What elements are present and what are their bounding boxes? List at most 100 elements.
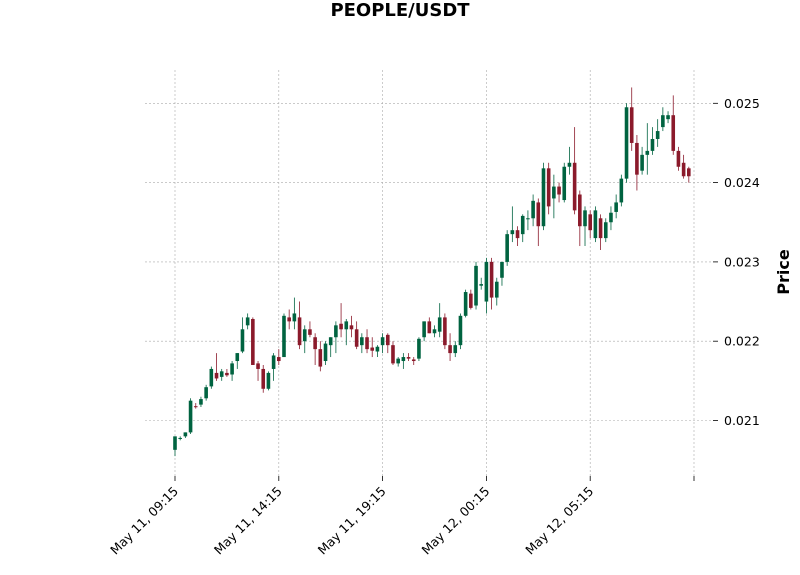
- candle-body: [588, 214, 592, 231]
- candle-body: [552, 186, 556, 199]
- candle-body: [557, 186, 561, 195]
- candle-body: [463, 292, 468, 316]
- candle: [624, 103, 629, 183]
- candle: [432, 325, 437, 338]
- candle: [230, 361, 234, 381]
- candle-body: [302, 329, 307, 342]
- candle-body: [681, 162, 686, 177]
- candle-body: [396, 358, 400, 364]
- candle: [546, 162, 551, 215]
- candle: [173, 436, 177, 457]
- candle: [489, 257, 494, 310]
- candle: [240, 317, 245, 354]
- candle: [277, 349, 281, 365]
- candle: [193, 403, 198, 409]
- candle: [422, 321, 426, 342]
- candle-body: [562, 166, 567, 201]
- candle: [318, 341, 323, 372]
- candle: [251, 317, 255, 365]
- candle-body: [178, 437, 182, 439]
- candle-body: [629, 107, 634, 143]
- candle-body: [199, 399, 203, 405]
- candle: [510, 206, 515, 243]
- candle: [219, 368, 224, 381]
- candle-body: [619, 178, 624, 203]
- candle-body: [188, 400, 193, 433]
- candle: [411, 357, 416, 365]
- candle-body: [334, 325, 338, 338]
- candle: [531, 194, 535, 227]
- candle-body: [603, 222, 608, 239]
- candle: [271, 353, 276, 381]
- candle-body: [437, 317, 442, 332]
- candle: [349, 315, 354, 338]
- candle: [344, 318, 349, 346]
- candle-body: [567, 162, 572, 167]
- candle: [437, 303, 442, 338]
- candle-body: [427, 321, 432, 334]
- candle-body: [282, 315, 286, 358]
- candle: [183, 432, 188, 438]
- candle-body: [520, 215, 525, 235]
- candle-body: [277, 357, 281, 362]
- candle: [479, 277, 484, 290]
- candle-body: [204, 387, 208, 399]
- candle-body: [266, 372, 271, 389]
- candle: [671, 95, 676, 155]
- candle: [225, 368, 229, 377]
- candle-body: [173, 436, 177, 450]
- candle-body: [593, 210, 598, 239]
- candle-body: [391, 345, 395, 364]
- candle-body: [583, 210, 587, 227]
- candle-body: [448, 345, 452, 354]
- candle: [629, 87, 634, 151]
- candle: [396, 357, 400, 367]
- candle: [619, 174, 624, 207]
- candle-body: [494, 281, 499, 298]
- candle-body: [406, 357, 411, 359]
- y-tick-label: 0.022: [724, 334, 760, 349]
- candle: [443, 313, 447, 350]
- candle-body: [256, 363, 260, 369]
- candle-body: [474, 265, 478, 306]
- candle: [266, 371, 271, 391]
- candle-body: [360, 337, 364, 346]
- candle: [308, 321, 312, 338]
- candle: [401, 353, 406, 369]
- candle-body: [214, 372, 219, 379]
- candle: [681, 154, 686, 179]
- candle: [453, 341, 458, 358]
- candle: [635, 135, 639, 191]
- candle-body: [661, 115, 665, 128]
- candle-body: [484, 261, 489, 302]
- candle: [536, 198, 541, 247]
- candle: [178, 436, 182, 441]
- candle-body: [609, 212, 613, 223]
- candle-body: [219, 371, 224, 377]
- candle: [583, 206, 587, 247]
- candle-body: [411, 359, 416, 362]
- axes: 0.021 0.022 0.023 0.024 0.025 May 11, 09:15 Ma…: [107, 96, 760, 558]
- candle: [640, 146, 644, 175]
- candle: [245, 313, 250, 330]
- candle: [661, 107, 665, 132]
- grid-lines: [145, 70, 712, 476]
- x-tick-label: May 12, 00:15: [418, 484, 492, 558]
- candle: [687, 166, 691, 183]
- candle: [235, 353, 240, 369]
- candle: [552, 174, 556, 219]
- candle: [292, 297, 297, 330]
- y-tick-label: 0.023: [724, 254, 760, 269]
- candle-body: [510, 230, 515, 235]
- candle: [474, 261, 478, 310]
- candle: [469, 289, 473, 310]
- candle: [380, 333, 385, 354]
- candle-body: [318, 349, 323, 367]
- candle-body: [640, 154, 644, 171]
- candle-body: [417, 338, 421, 359]
- candle: [282, 313, 286, 358]
- candle: [609, 206, 613, 231]
- candle: [645, 123, 650, 175]
- candle: [406, 353, 411, 362]
- candle-body: [235, 353, 240, 362]
